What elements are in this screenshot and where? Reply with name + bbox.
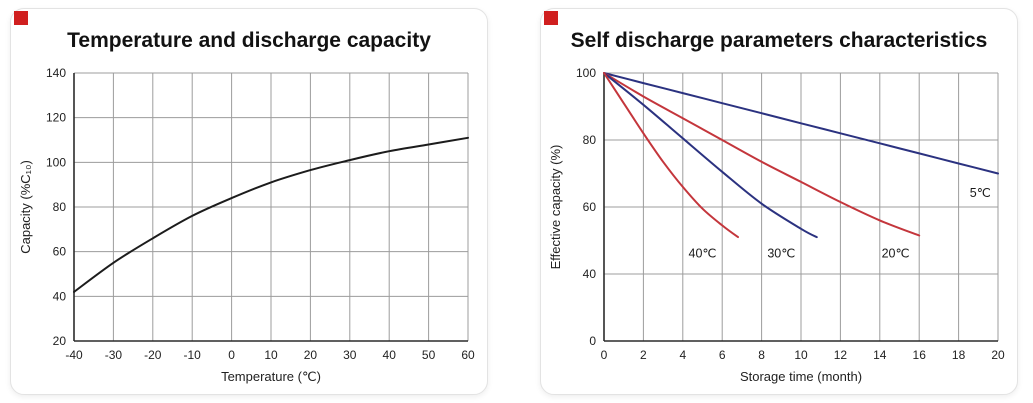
chart-title-temperature-discharge: Temperature and discharge capacity <box>67 29 431 52</box>
y-tick-label: 140 <box>46 66 66 80</box>
series-label-20C: 20℃ <box>882 246 910 260</box>
series-line-discharge-capacity <box>73 136 469 293</box>
x-tick-label: -10 <box>184 348 202 362</box>
x-tick-label: 18 <box>952 348 966 362</box>
series-label-5C: 5℃ <box>970 186 991 200</box>
x-tick-label: 0 <box>601 348 608 362</box>
self-discharge-chart: 0 2 4 6 8 10 12 14 16 18 20 0 40 60 80 100 Storage time … <box>548 66 1005 384</box>
x-tick-label: 8 <box>758 348 765 362</box>
y-tick-label: 40 <box>53 289 67 303</box>
series-line-30C <box>603 72 818 239</box>
x-tick-label: 14 <box>873 348 887 362</box>
x-tick-label: 2 <box>640 348 647 362</box>
x-tick-label: 50 <box>422 348 436 362</box>
x-tick-label: 12 <box>834 348 848 362</box>
x-tick-label: 10 <box>264 348 278 362</box>
series-line-5C <box>603 72 999 175</box>
y-tick-label: 60 <box>53 245 67 259</box>
y-tick-label: 120 <box>46 111 66 125</box>
x-tick-label: 6 <box>719 348 726 362</box>
x-tick-label: -20 <box>144 348 162 362</box>
y-tick-label: 60 <box>583 200 597 214</box>
x-tick-label: -30 <box>105 348 123 362</box>
y-tick-label: 20 <box>53 334 67 348</box>
y-tick-label: 80 <box>583 133 597 147</box>
card-temperature-discharge: Temperature and discharge capacity -40 -3… <box>10 8 488 395</box>
x-tick-label: 30 <box>343 348 357 362</box>
y-axis-title: Effective capacity (%) <box>548 145 563 270</box>
x-tick-label: 4 <box>679 348 686 362</box>
x-axis-title: Temperature (℃) <box>221 369 321 384</box>
y-tick-label: 80 <box>53 200 67 214</box>
chart-title-self-discharge: Self discharge parameters characteristic… <box>570 29 988 52</box>
x-tick-label: 10 <box>794 348 808 362</box>
x-tick-label: -40 <box>65 348 83 362</box>
x-tick-label: 16 <box>913 348 927 362</box>
series-label-40C: 40℃ <box>689 246 717 260</box>
y-tick-label: 100 <box>46 155 66 169</box>
x-tick-label: 20 <box>991 348 1005 362</box>
y-tick-label: 40 <box>583 267 597 281</box>
x-tick-label: 0 <box>228 348 235 362</box>
series-label-30C: 30℃ <box>767 246 795 260</box>
y-tick-label: 0 <box>589 334 596 348</box>
corner-square-icon <box>544 11 558 25</box>
x-tick-label: 60 <box>461 348 475 362</box>
temperature-discharge-chart: -40 -30 -20 -10 0 10 20 30 40 50 60 20 40 60 80 100 120 1… <box>18 66 475 384</box>
corner-square-icon <box>14 11 28 25</box>
y-axis-title: Capacity (%C₁₀) <box>18 160 33 254</box>
x-tick-label: 40 <box>383 348 397 362</box>
y-tick-label: 100 <box>576 66 596 80</box>
card-self-discharge: Self discharge parameters characteristic… <box>540 8 1018 395</box>
series-line-40C <box>603 72 739 239</box>
x-axis-title: Storage time (month) <box>740 369 862 384</box>
series-line-20C <box>603 72 921 237</box>
x-tick-label: 20 <box>304 348 318 362</box>
